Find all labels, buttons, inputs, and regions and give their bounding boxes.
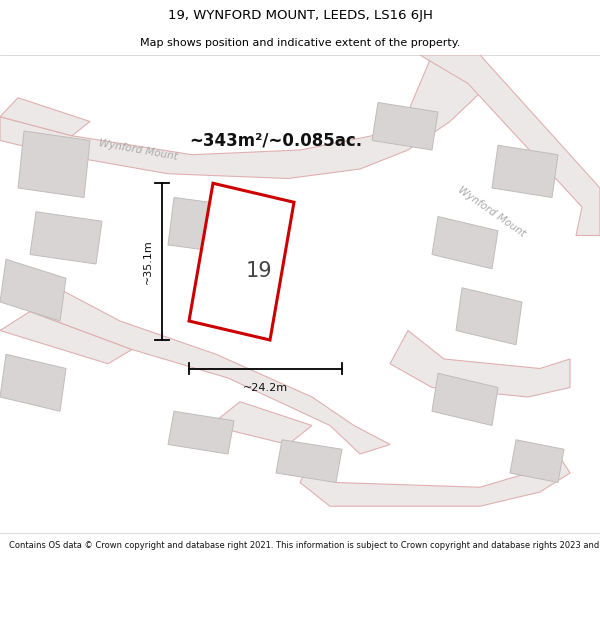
Polygon shape (510, 440, 564, 483)
Polygon shape (168, 411, 234, 454)
Polygon shape (492, 145, 558, 198)
Polygon shape (0, 259, 66, 321)
Text: ~24.2m: ~24.2m (243, 382, 288, 392)
Polygon shape (0, 354, 66, 411)
Text: Wynford Mount: Wynford Mount (98, 138, 178, 162)
Polygon shape (276, 440, 342, 483)
Polygon shape (18, 131, 90, 198)
Text: ~343m²/~0.085ac.: ~343m²/~0.085ac. (190, 131, 362, 149)
Polygon shape (432, 216, 498, 269)
Polygon shape (0, 98, 90, 136)
Polygon shape (432, 373, 498, 426)
Polygon shape (456, 288, 522, 345)
Polygon shape (168, 198, 246, 254)
Polygon shape (30, 283, 390, 454)
Polygon shape (420, 55, 600, 236)
Polygon shape (189, 183, 294, 340)
Text: Map shows position and indicative extent of the property.: Map shows position and indicative extent… (140, 38, 460, 48)
Text: Wynford Mount: Wynford Mount (457, 185, 527, 239)
Polygon shape (0, 55, 480, 179)
Text: ~35.1m: ~35.1m (143, 239, 153, 284)
Polygon shape (300, 454, 570, 506)
Text: 19, WYNFORD MOUNT, LEEDS, LS16 6JH: 19, WYNFORD MOUNT, LEEDS, LS16 6JH (167, 9, 433, 22)
Polygon shape (210, 402, 312, 444)
Text: Contains OS data © Crown copyright and database right 2021. This information is : Contains OS data © Crown copyright and d… (9, 541, 600, 551)
Polygon shape (372, 102, 438, 150)
Polygon shape (30, 212, 102, 264)
Polygon shape (390, 331, 570, 397)
Text: 19: 19 (246, 261, 273, 281)
Polygon shape (0, 311, 132, 364)
